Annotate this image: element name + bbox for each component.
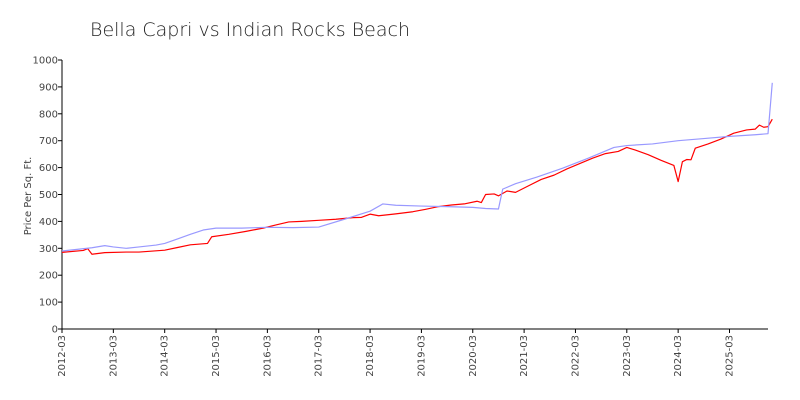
series-lines <box>61 82 773 255</box>
series-line-1 <box>61 118 773 255</box>
series-line-2 <box>61 82 773 252</box>
x-tick-label: 2019-03 <box>416 335 427 377</box>
x-tick-label: 2022-03 <box>570 335 581 377</box>
x-tick-label: 2020-03 <box>468 335 479 377</box>
chart-title: Bella Capri vs Indian Rocks Beach <box>90 19 410 41</box>
y-tick-label: 700 <box>39 136 58 147</box>
x-tick-label: 2012-03 <box>57 335 68 377</box>
y-tick-label: 300 <box>39 244 58 255</box>
x-tick-label: 2025-03 <box>724 335 735 377</box>
x-tick-label: 2023-03 <box>622 335 633 377</box>
x-tick-label: 2014-03 <box>160 335 171 377</box>
y-tick-label: 200 <box>39 271 58 282</box>
y-axis-label: Price Per Sq. Ft. <box>23 157 34 236</box>
y-tick-label: 900 <box>39 82 58 93</box>
x-tick-label: 2017-03 <box>314 335 325 377</box>
y-tick-label: 800 <box>39 109 58 120</box>
x-tick-label: 2015-03 <box>211 335 222 377</box>
x-tick-label: 2018-03 <box>365 335 376 377</box>
y-tick-label: 100 <box>39 298 58 309</box>
x-tick-label: 2024-03 <box>673 335 684 377</box>
x-tick-label: 2016-03 <box>262 335 273 377</box>
y-tick-label: 600 <box>39 163 58 174</box>
x-tick-label: 2021-03 <box>519 335 530 377</box>
y-tick-label: 0 <box>52 325 58 336</box>
axes: 0 100 200 300 400 500 600 700 800 900 1000 2012-03 2… <box>33 56 768 377</box>
y-tick-label: 500 <box>39 190 58 201</box>
x-tick-label: 2013-03 <box>108 335 119 377</box>
y-tick-label: 400 <box>39 217 58 228</box>
y-tick-label: 1000 <box>33 56 58 67</box>
